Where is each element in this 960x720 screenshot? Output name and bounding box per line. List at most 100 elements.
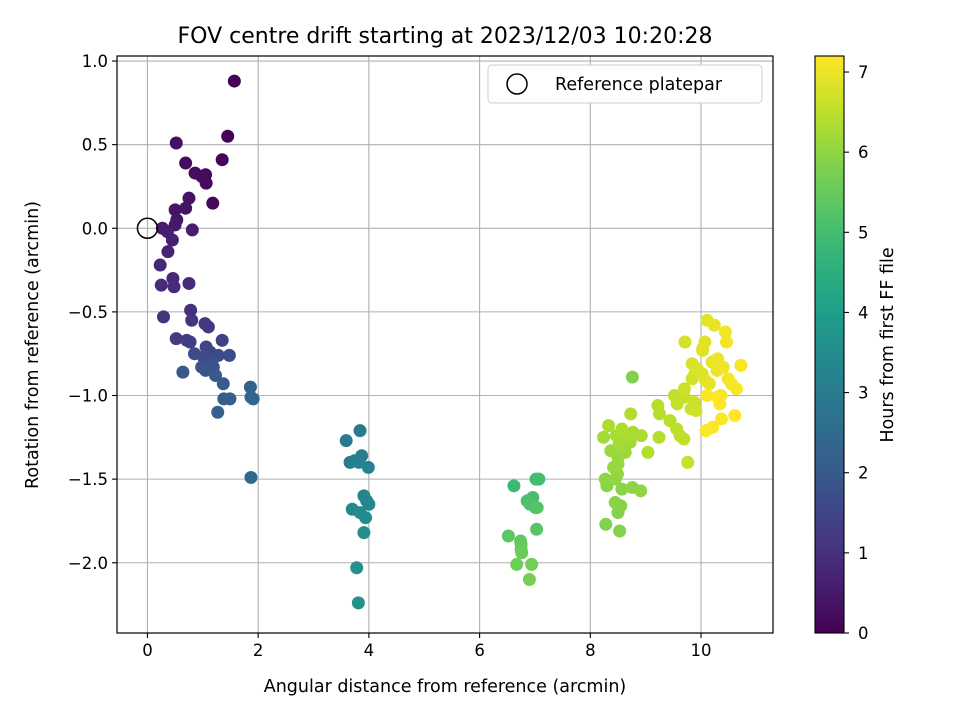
data-point xyxy=(681,455,695,469)
data-point xyxy=(711,390,725,404)
data-point xyxy=(718,325,732,339)
data-point xyxy=(183,335,197,349)
data-point xyxy=(184,303,198,317)
data-point xyxy=(598,472,612,486)
data-point xyxy=(221,129,235,143)
y-tick-label: 1.0 xyxy=(82,52,108,71)
colorbar-tick-label: 2 xyxy=(858,464,869,483)
data-point xyxy=(169,332,183,346)
data-point xyxy=(222,348,236,362)
data-point xyxy=(211,405,225,419)
data-point xyxy=(696,343,710,357)
data-point xyxy=(244,470,258,484)
plot-axes: 0 2 4 6 8 10 1.0 0.5 0.0 −0.5 −1.0 −1.5 −2.0 xyxy=(68,52,774,660)
x-tick-label: 8 xyxy=(585,641,596,660)
data-point xyxy=(707,318,721,332)
data-point xyxy=(625,370,639,384)
data-point xyxy=(532,472,546,486)
plot-frame xyxy=(116,55,774,634)
data-point xyxy=(215,153,229,167)
x-tick-label: 2 xyxy=(253,641,264,660)
data-point xyxy=(615,422,629,436)
data-point xyxy=(227,74,241,88)
data-point xyxy=(522,572,536,586)
data-point xyxy=(702,377,716,391)
data-point xyxy=(201,320,215,334)
data-point xyxy=(359,511,373,525)
legend: Reference platepar xyxy=(487,64,763,104)
data-point xyxy=(182,276,196,290)
data-point xyxy=(678,335,692,349)
y-tick-label: 0.0 xyxy=(82,219,108,238)
data-point xyxy=(734,358,748,372)
x-tick-label: 10 xyxy=(691,641,712,660)
data-point xyxy=(700,389,714,403)
data-point xyxy=(515,546,529,560)
data-point xyxy=(167,280,181,294)
data-point xyxy=(530,501,544,515)
data-point xyxy=(185,313,199,327)
colorbar-tick-label: 1 xyxy=(858,544,869,563)
data-point xyxy=(246,392,260,406)
grid-lines xyxy=(117,56,773,633)
data-point xyxy=(615,482,629,496)
x-tick-label: 0 xyxy=(142,641,153,660)
data-point xyxy=(729,382,743,396)
data-point xyxy=(501,529,515,543)
data-point xyxy=(182,191,196,205)
y-tick-label: −1.0 xyxy=(68,387,108,406)
data-point xyxy=(185,223,199,237)
data-point xyxy=(706,420,720,434)
colorbar-tick-label: 5 xyxy=(858,223,869,242)
data-point xyxy=(168,203,182,217)
y-tick-label: −0.5 xyxy=(68,303,108,322)
data-point xyxy=(161,245,175,259)
colorbar: 0 1 2 3 4 5 6 7 xyxy=(814,55,869,643)
colorbar-tick-label: 4 xyxy=(858,303,869,322)
data-point xyxy=(716,360,730,374)
data-point xyxy=(525,557,539,571)
y-tick-label: −1.5 xyxy=(68,470,108,489)
legend-marker-icon xyxy=(506,73,528,95)
colorbar-tick-label: 3 xyxy=(858,384,869,403)
data-point xyxy=(179,201,193,215)
data-point xyxy=(154,278,168,292)
x-tick-label: 4 xyxy=(364,641,375,660)
data-point xyxy=(651,399,665,413)
data-point xyxy=(677,382,691,396)
legend-box xyxy=(487,64,763,104)
data-points xyxy=(136,74,748,610)
data-point xyxy=(215,333,229,347)
data-point xyxy=(624,407,638,421)
data-point xyxy=(243,380,257,394)
data-point xyxy=(507,479,521,493)
data-point xyxy=(351,596,365,610)
data-point xyxy=(357,526,371,540)
reference-platepar-marker xyxy=(136,217,159,240)
data-point xyxy=(530,522,544,536)
data-point xyxy=(715,412,729,426)
data-point xyxy=(223,392,237,406)
data-point xyxy=(179,156,193,170)
colorbar-tick-label: 6 xyxy=(858,143,869,162)
data-point xyxy=(350,561,364,575)
data-point xyxy=(641,445,655,459)
y-tick-label: 0.5 xyxy=(82,136,108,155)
data-point xyxy=(206,196,220,210)
colorbar-tick-label: 7 xyxy=(858,63,869,82)
data-point xyxy=(719,335,733,349)
data-point xyxy=(188,166,202,180)
data-point xyxy=(165,233,179,247)
chart-title: FOV centre drift starting at 2023/12/03 … xyxy=(178,24,713,49)
data-point xyxy=(169,136,183,150)
data-point xyxy=(339,434,353,448)
colorbar-tick-label: 0 xyxy=(858,624,869,643)
colorbar-scale xyxy=(814,55,845,634)
data-point xyxy=(362,497,376,511)
y-tick-label: −2.0 xyxy=(68,554,108,573)
data-point xyxy=(634,429,648,443)
data-point xyxy=(157,310,171,324)
data-point xyxy=(728,409,742,423)
data-point xyxy=(199,363,213,377)
